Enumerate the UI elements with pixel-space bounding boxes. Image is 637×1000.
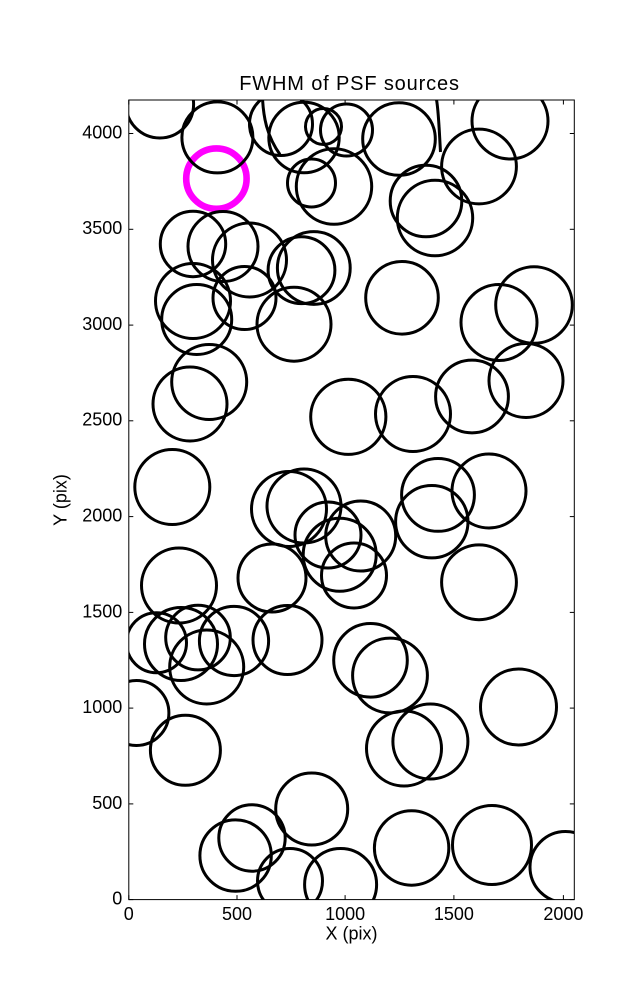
svg-text:1500: 1500: [434, 904, 474, 924]
svg-text:3500: 3500: [82, 218, 122, 238]
svg-text:1500: 1500: [82, 601, 122, 621]
svg-text:0: 0: [112, 889, 122, 909]
svg-text:3000: 3000: [82, 314, 122, 334]
svg-text:2000: 2000: [82, 506, 122, 526]
svg-text:2000: 2000: [543, 904, 583, 924]
svg-text:1000: 1000: [82, 697, 122, 717]
svg-text:500: 500: [92, 793, 122, 813]
svg-text:FWHM of PSF sources: FWHM of PSF sources: [239, 73, 460, 95]
svg-text:Y (pix): Y (pix): [51, 474, 71, 526]
svg-text:4000: 4000: [82, 122, 122, 142]
svg-text:0: 0: [124, 904, 134, 924]
svg-text:X (pix): X (pix): [325, 924, 377, 944]
svg-text:1000: 1000: [325, 904, 365, 924]
svg-text:500: 500: [222, 904, 252, 924]
svg-text:2500: 2500: [82, 410, 122, 430]
